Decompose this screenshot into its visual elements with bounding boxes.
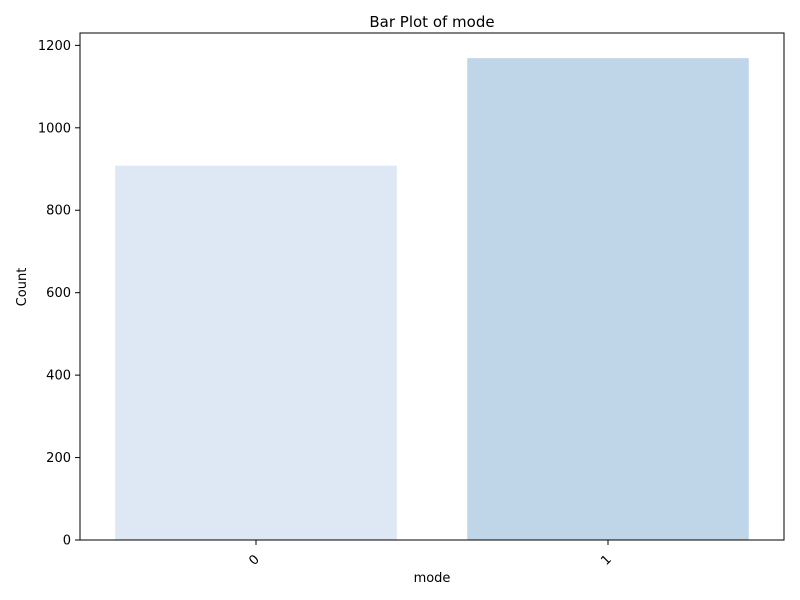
y-tick-label: 400 [46,369,71,384]
y-tick-label: 0 [63,534,71,549]
bar-1 [467,58,749,540]
plot-frame [79,32,785,541]
y-axis-ticks: 0 200 400 600 800 1000 1200 [38,39,80,549]
bar-0 [115,165,397,541]
y-axis-label: Count [15,268,30,307]
y-tick-label: 1200 [38,39,71,54]
y-tick-label: 1000 [38,121,71,136]
y-tick-label: 600 [46,286,71,301]
y-tick-label: 800 [46,204,71,219]
x-tick-label: 0 [246,552,262,568]
x-tick-label: 1 [598,552,614,568]
y-tick-label: 200 [46,451,71,466]
bars-group [115,58,749,541]
chart-title: Bar Plot of mode [369,13,494,31]
x-axis-label: mode [414,571,451,586]
